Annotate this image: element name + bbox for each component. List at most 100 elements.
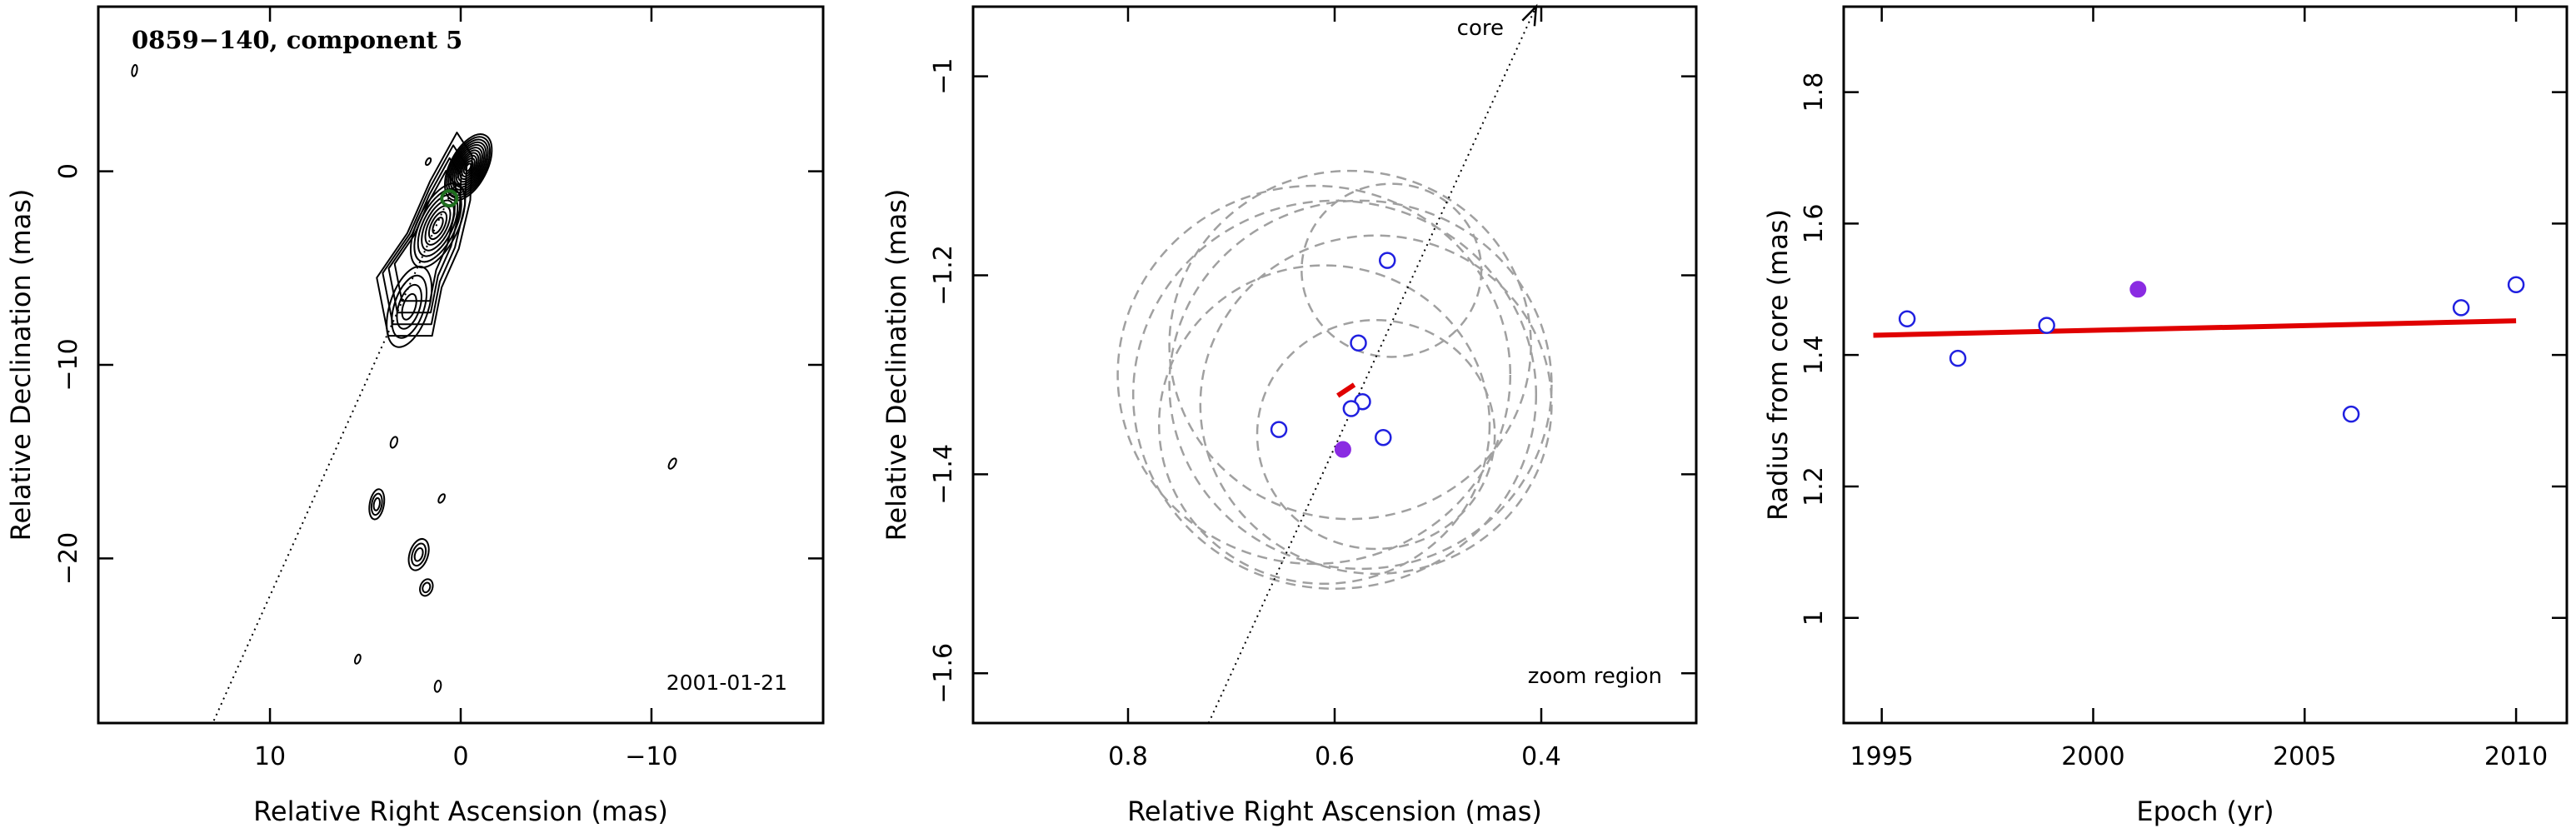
p1-ticks: 10 0 −10 0 −10 −20 — [54, 7, 823, 771]
p3-open-point — [1949, 349, 1967, 367]
p3-ticks: 1995 2000 2005 2010 1 1.2 1.4 1.6 1.8 — [1800, 7, 2567, 771]
p1-contour — [455, 149, 482, 186]
p1-contour — [452, 143, 486, 191]
p1-contour — [443, 133, 493, 202]
p3-ytick-label: 1.8 — [1800, 72, 1829, 112]
p2-fit-segment — [1336, 382, 1356, 398]
p1-contour — [368, 488, 386, 521]
p2-xtick-label: 0.4 — [1521, 742, 1561, 771]
p2-ylabel: Relative Declination (mas) — [881, 189, 912, 541]
p1-contour — [667, 457, 677, 470]
p1-ytick-label: 0 — [54, 163, 83, 179]
p1-contour — [446, 136, 492, 199]
p1-contour — [427, 211, 448, 241]
p3-open-point — [2507, 276, 2525, 293]
p3-xtick-label: 2000 — [2061, 742, 2124, 771]
p2-open-point — [1342, 400, 1360, 417]
p3-ytick-label: 1 — [1800, 610, 1829, 626]
p1-title: 0859−140, component 5 — [132, 26, 462, 54]
p2-open-point — [1375, 428, 1392, 446]
p1-xtick-label: 0 — [452, 742, 468, 771]
p2-ytick-label: −1.4 — [929, 444, 958, 505]
p1-xtick-label: −10 — [625, 742, 677, 771]
p2-error-circle — [1256, 318, 1496, 551]
p2-open-point — [1270, 421, 1288, 438]
p2-error-circle — [1168, 199, 1553, 571]
p1-contour — [461, 157, 476, 177]
p1-contour — [370, 492, 383, 516]
p2-error-circle — [1157, 264, 1491, 586]
p1-frame — [97, 5, 825, 725]
p2-frame — [971, 5, 1698, 725]
p1-contour — [389, 436, 399, 449]
p3-ylabel: Radius from core (mas) — [1762, 209, 1794, 521]
p2-xtick-label: 0.6 — [1315, 742, 1355, 771]
p3-open-point — [2452, 299, 2470, 317]
p1-contour — [131, 63, 138, 77]
p3-xtick-label: 2005 — [2273, 742, 2336, 771]
p2-core-label: core — [1457, 16, 1504, 41]
p1-contour — [396, 283, 422, 330]
p2-ytick-label: −1 — [929, 57, 958, 94]
p3-fit-line — [1873, 318, 2517, 338]
p2-error-circle — [1300, 182, 1483, 358]
p2-filled-point — [1334, 441, 1351, 458]
p1-contour — [422, 581, 432, 594]
p1-contour — [401, 292, 417, 321]
p1-contour — [407, 537, 430, 571]
p2-ytick-label: −1.6 — [929, 643, 958, 704]
panel-radius-vs-epoch: 1995 2000 2005 2010 1 1.2 1.4 1.6 1.8 Epoch (yr)… — [1762, 5, 2569, 827]
p3-xtick-label: 1995 — [1850, 742, 1914, 771]
p3-filled-point — [2129, 281, 2147, 298]
p2-zoom-label: zoom region — [1528, 664, 1662, 689]
p2-ytick-label: −1.2 — [929, 245, 958, 306]
p1-contour — [437, 493, 446, 504]
p3-ytick-label: 1.2 — [1800, 466, 1829, 506]
p1-xlabel: Relative Right Ascension (mas) — [253, 796, 668, 827]
p3-xtick-label: 2010 — [2484, 742, 2548, 771]
p1-ytick-label: −20 — [54, 532, 83, 585]
p3-xlabel: Epoch (yr) — [2136, 796, 2274, 827]
p3-open-point — [1898, 310, 1916, 328]
p1-contour — [433, 680, 442, 693]
p2-open-point — [1350, 334, 1367, 352]
p1-contour — [419, 578, 434, 597]
panel-zoom-region: 0.8 0.6 0.4 −1 −1.2 −1.4 −1.6 core zoom region… — [881, 3, 1698, 827]
p1-date-annotation: 2001-01-21 — [666, 671, 787, 695]
p3-frame — [1842, 5, 2569, 725]
p1-jet-contour — [376, 132, 473, 337]
panel-contour-map: 10 0 −10 0 −10 −20 0859−140, component 5 2001… — [5, 5, 825, 827]
p1-marks — [131, 63, 677, 724]
p1-jet-line — [212, 171, 462, 724]
p2-error-circle — [1116, 184, 1512, 566]
p3-open-point — [2342, 405, 2360, 423]
p1-contour — [459, 154, 478, 181]
p1-component-marker — [440, 189, 459, 208]
p1-contour — [417, 193, 459, 257]
p2-open-point — [1378, 252, 1396, 269]
p1-jet-contour — [387, 157, 462, 314]
p1-contour — [372, 496, 381, 511]
p1-contour — [421, 199, 455, 252]
p1-contour — [413, 547, 424, 562]
p1-contour — [432, 217, 444, 235]
p1-jet-contour — [382, 144, 468, 326]
p3-ytick-label: 1.6 — [1800, 204, 1829, 244]
p2-error-circle — [1199, 234, 1553, 576]
p2-error-circle — [1168, 169, 1532, 521]
p1-contour — [453, 147, 483, 188]
p3-marks — [1873, 276, 2525, 423]
p2-error-circle — [1131, 199, 1538, 591]
p1-contour — [424, 157, 432, 167]
p1-contour — [391, 274, 428, 339]
p1-ytick-label: −10 — [54, 338, 83, 391]
p2-xlabel: Relative Right Ascension (mas) — [1127, 796, 1542, 827]
p1-contour — [353, 653, 362, 665]
p2-marks — [1116, 7, 1553, 723]
p2-xtick-label: 0.8 — [1108, 742, 1148, 771]
p2-core-line — [1207, 7, 1537, 723]
p2-ticks: 0.8 0.6 0.4 −1 −1.2 −1.4 −1.6 — [929, 7, 1696, 771]
p1-xtick-label: 10 — [254, 742, 286, 771]
p3-ytick-label: 1.4 — [1800, 335, 1829, 375]
